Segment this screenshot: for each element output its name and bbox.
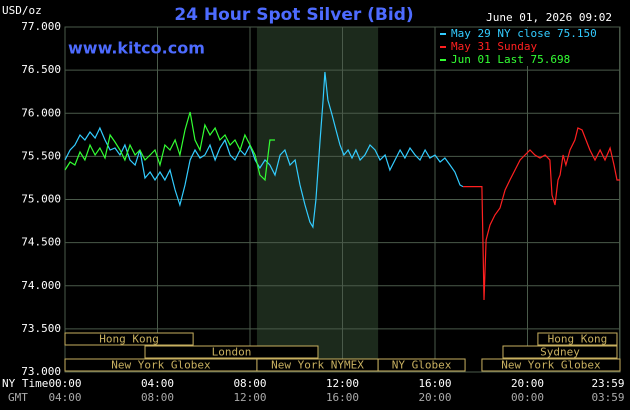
- x-tick-label: 16:00: [418, 377, 451, 390]
- legend-label: May 29 NY close 75.150: [451, 27, 597, 40]
- session-label: Sydney: [540, 346, 580, 359]
- x2-tick-label: 20:00: [418, 391, 451, 404]
- legend-box: [437, 28, 618, 66]
- session-label: London: [212, 346, 252, 359]
- session-box: [144, 345, 319, 359]
- y-tick-label: 74.000: [21, 279, 61, 292]
- y-tick-label: 73.500: [21, 322, 61, 335]
- watermark: www.kitco.com: [68, 39, 205, 58]
- x2-tick-label: 03:59: [591, 391, 624, 404]
- x2-tick-label: 04:00: [48, 391, 81, 404]
- y-tick-label: 73.000: [21, 365, 61, 378]
- x2-tick-label: 08:00: [141, 391, 174, 404]
- y-tick-label: 75.000: [21, 193, 61, 206]
- unit-label: USD/oz: [2, 4, 42, 17]
- legend-label: Jun 01 Last 75.698: [451, 53, 570, 66]
- x2-tick-label: 16:00: [326, 391, 359, 404]
- y-tick-label: 76.000: [21, 106, 61, 119]
- session-box: [481, 358, 621, 372]
- x-axis-label: NY Time: [2, 377, 48, 390]
- session-label: New York NYMEX: [271, 359, 364, 372]
- y-tick-label: 74.500: [21, 236, 61, 249]
- x-tick-label: 04:00: [141, 377, 174, 390]
- x2-axis-label: GMT: [8, 391, 28, 404]
- session-box: [502, 345, 618, 359]
- plot-frame: [64, 26, 621, 373]
- x-tick-label: 08:00: [233, 377, 266, 390]
- series-line: [463, 127, 620, 301]
- chart-title: 24 Hour Spot Silver (Bid): [174, 5, 413, 25]
- session-box: [377, 358, 466, 372]
- session-box: [64, 332, 194, 346]
- y-tick-label: 76.500: [21, 63, 61, 76]
- x-tick-label: 23:59: [591, 377, 624, 390]
- session-label: New York Globex: [501, 359, 601, 372]
- session-label: New York Globex: [111, 359, 211, 372]
- timestamp: June 01, 2026 09:02: [486, 11, 612, 24]
- x2-tick-label: 00:00: [511, 391, 544, 404]
- series-line: [64, 71, 464, 229]
- session-label: NY Globex: [392, 359, 452, 372]
- session-box: [537, 332, 618, 346]
- x-tick-label: 00:00: [48, 377, 81, 390]
- x2-tick-label: 12:00: [233, 391, 266, 404]
- series-line: [64, 111, 275, 182]
- x-tick-label: 12:00: [326, 377, 359, 390]
- y-tick-label: 77.000: [21, 20, 61, 33]
- y-tick-label: 75.500: [21, 149, 61, 162]
- x-tick-label: 20:00: [511, 377, 544, 390]
- session-label: Hong Kong: [548, 333, 608, 346]
- session-label: Hong Kong: [99, 333, 159, 346]
- legend-label: May 31 Sunday: [451, 40, 537, 53]
